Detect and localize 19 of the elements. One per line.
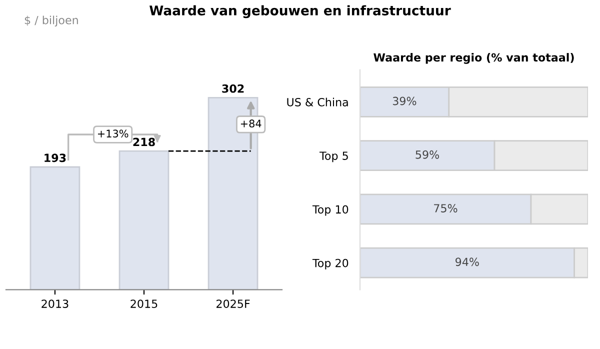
data-label: 59% bbox=[416, 150, 439, 159]
x-tick-label: 2013 bbox=[42, 300, 68, 308]
x-tick-label: 2015 bbox=[130, 300, 158, 308]
chart-title: Waarde per regio (% van totaal) bbox=[374, 53, 574, 64]
y-tick-label: US & China bbox=[287, 98, 348, 106]
y-tick-label: Top 5 bbox=[320, 152, 348, 162]
chart-title: Waarde van gebouwen en infrastructuur bbox=[150, 5, 451, 18]
y-tick-label: Top 10 bbox=[312, 205, 348, 216]
data-label: 39% bbox=[392, 96, 416, 106]
y-tick-label: Top 20 bbox=[312, 258, 348, 270]
data-label: 193 bbox=[44, 154, 66, 162]
x-tick-label: 2025F bbox=[216, 300, 250, 308]
data-label: 75% bbox=[434, 204, 458, 212]
annotation: +13% bbox=[98, 130, 128, 138]
data-label: 218 bbox=[133, 138, 155, 146]
data-label: 94% bbox=[456, 258, 479, 266]
annotation: +84 bbox=[240, 120, 262, 128]
y-axis-title: $ / biljoen bbox=[24, 16, 78, 26]
data-label: 302 bbox=[222, 84, 244, 93]
